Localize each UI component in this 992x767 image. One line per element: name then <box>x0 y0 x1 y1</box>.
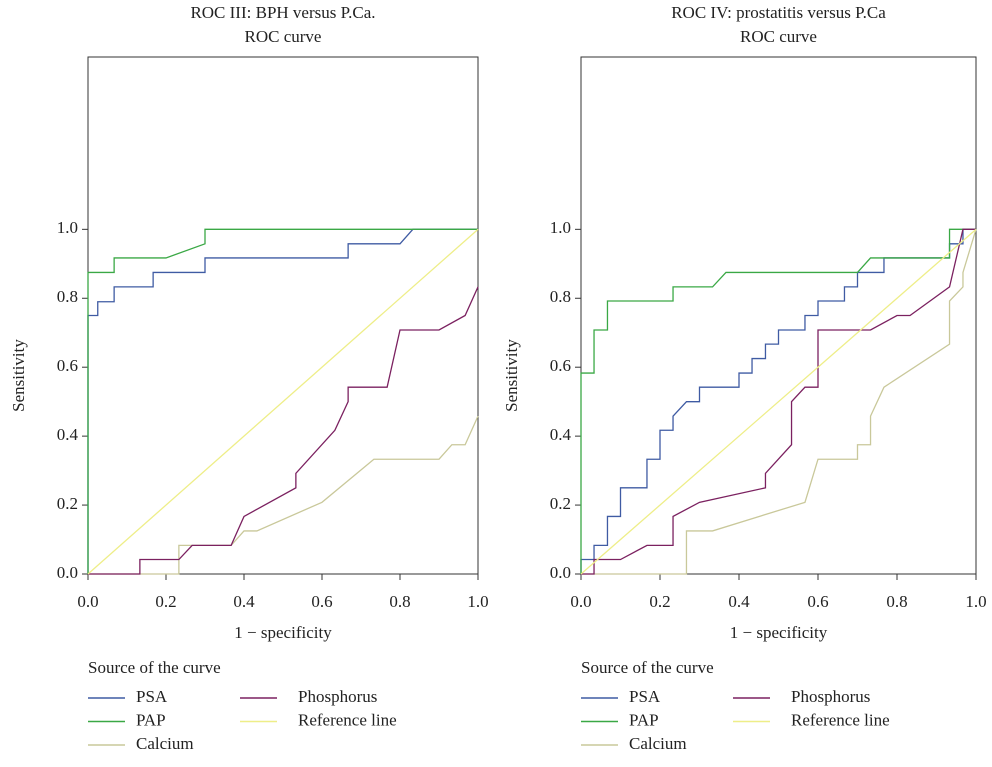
x-tick-label: 0.0 <box>570 592 591 611</box>
y-tick-label: 0.0 <box>57 563 78 582</box>
y-axis-label: Sensitivity <box>502 339 521 412</box>
plot-frame <box>580 56 977 575</box>
roc-curve <box>88 415 479 575</box>
roc-curve <box>87 228 478 574</box>
roc-curve <box>580 228 976 574</box>
x-tick-label: 0.2 <box>649 592 670 611</box>
x-tick-label: 0.6 <box>311 592 332 611</box>
legend-label: Phosphorus <box>791 687 870 706</box>
y-tick-label: 0.6 <box>57 356 78 375</box>
plot-frame <box>87 56 479 575</box>
roc-curve <box>88 286 479 575</box>
legend-label: Calcium <box>136 734 194 753</box>
y-tick-label: 0.0 <box>550 563 571 582</box>
y-tick-label: 0.6 <box>550 356 571 375</box>
x-axis-label: 1 − specificity <box>234 623 332 642</box>
chart-title: ROC IV: prostatitis versus P.Ca <box>671 3 886 22</box>
legend-label: PSA <box>629 687 661 706</box>
x-tick-label: 0.4 <box>728 592 750 611</box>
x-tick-label: 1.0 <box>965 592 986 611</box>
y-tick-label: 0.4 <box>550 425 572 444</box>
y-tick-label: 0.2 <box>57 494 78 513</box>
legend-title: Source of the curve <box>88 658 221 677</box>
y-tick-label: 0.2 <box>550 494 571 513</box>
y-tick-label: 0.8 <box>57 287 78 306</box>
x-tick-label: 0.8 <box>389 592 410 611</box>
chart-subtitle: ROC curve <box>245 27 322 46</box>
y-axis-label: Sensitivity <box>9 339 28 412</box>
legend-label: PAP <box>629 710 659 729</box>
y-tick-label: 1.0 <box>550 218 571 237</box>
chart-title: ROC III: BPH versus P.Ca. <box>190 3 375 22</box>
y-tick-label: 0.4 <box>57 425 79 444</box>
legend-label: Calcium <box>629 734 687 753</box>
chart-subtitle: ROC curve <box>740 27 817 46</box>
x-tick-label: 0.4 <box>233 592 255 611</box>
legend-label: PSA <box>136 687 168 706</box>
roc-curve <box>581 228 976 575</box>
roc-curve <box>581 229 977 575</box>
x-axis-label: 1 − specificity <box>730 623 828 642</box>
x-tick-label: 0.8 <box>886 592 907 611</box>
legend-title: Source of the curve <box>581 658 714 677</box>
roc-curve <box>87 228 479 575</box>
legend-label: Phosphorus <box>298 687 377 706</box>
x-tick-label: 1.0 <box>467 592 488 611</box>
y-tick-label: 0.8 <box>550 287 571 306</box>
roc-curve <box>580 228 977 575</box>
x-tick-label: 0.6 <box>807 592 828 611</box>
y-tick-label: 1.0 <box>57 218 78 237</box>
legend-label: PAP <box>136 710 166 729</box>
x-tick-label: 0.2 <box>155 592 176 611</box>
x-tick-label: 0.0 <box>77 592 98 611</box>
legend-label: Reference line <box>298 710 397 729</box>
roc-curve <box>580 228 976 574</box>
legend-label: Reference line <box>791 710 890 729</box>
roc-curve <box>87 228 478 574</box>
